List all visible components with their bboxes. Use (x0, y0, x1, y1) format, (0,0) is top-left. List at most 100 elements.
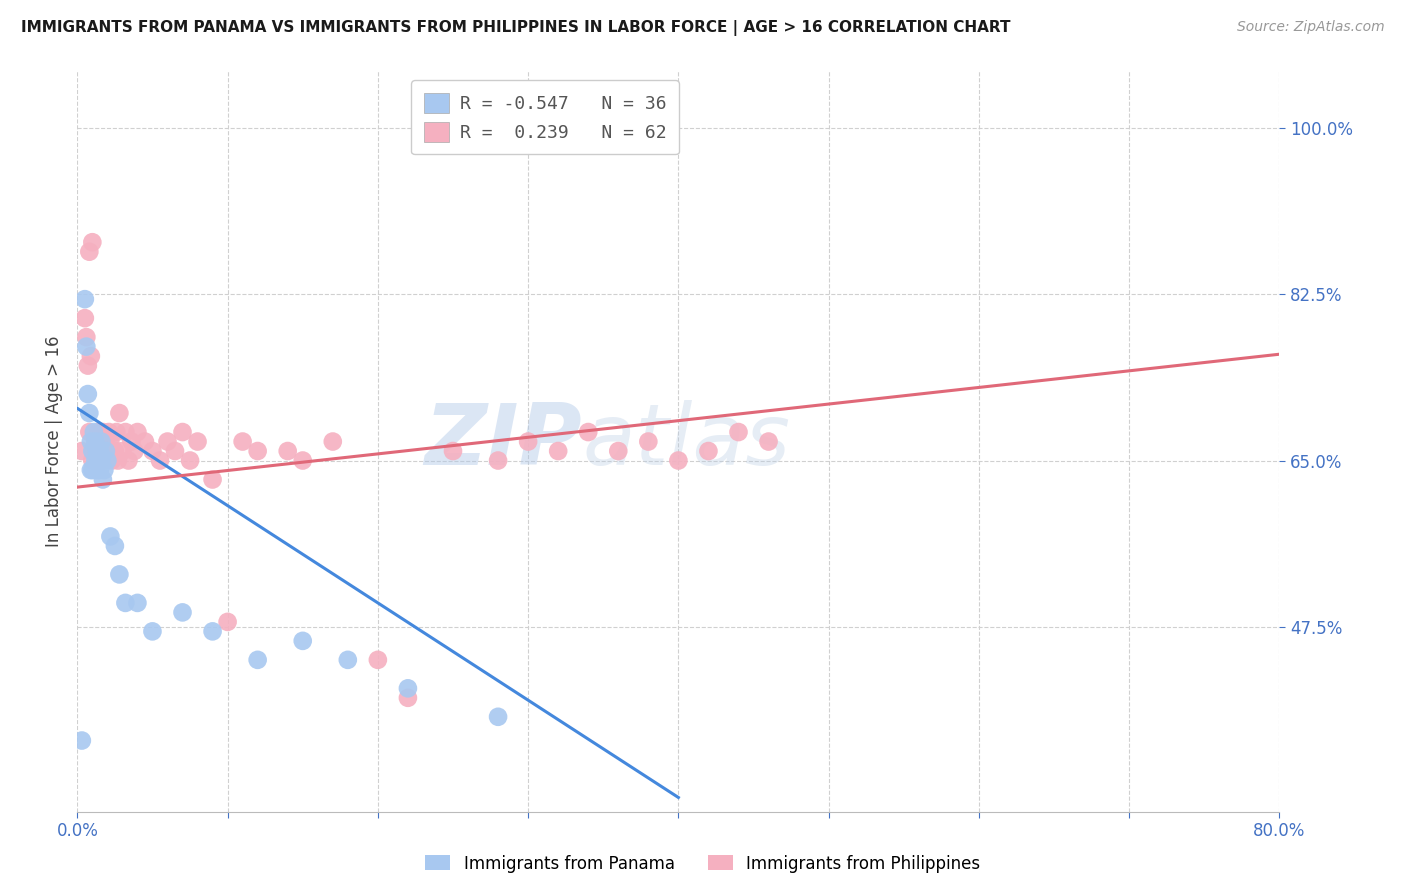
Point (90, 453, 112, 467)
Legend: R = -0.547   N = 36, R =  0.239   N = 62: R = -0.547 N = 36, R = 0.239 N = 62 (411, 80, 679, 154)
Point (93, 463, 115, 477)
Point (367, 653, 389, 667)
Point (149, 453, 172, 467)
Point (84, 434, 107, 449)
Point (76, 359, 98, 373)
Point (156, 434, 179, 449)
Point (141, 624, 163, 639)
Point (80, 434, 103, 449)
Point (396, 681, 419, 696)
Point (75, 330, 97, 344)
Point (114, 596, 136, 610)
Point (70, 444, 93, 458)
Point (107, 453, 129, 467)
Point (232, 434, 254, 449)
Point (87, 453, 110, 467)
Point (758, 434, 780, 449)
Point (104, 539, 127, 553)
Point (82, 453, 104, 467)
Point (96, 444, 118, 458)
Point (104, 444, 127, 458)
Point (277, 444, 299, 458)
Point (100, 529, 122, 543)
Point (217, 615, 239, 629)
Point (82, 444, 104, 458)
Point (91, 473, 114, 487)
Point (172, 425, 194, 439)
Point (90, 434, 112, 449)
Point (201, 624, 224, 639)
Point (108, 567, 131, 582)
Point (727, 425, 749, 439)
Point (73, 311, 96, 326)
Point (697, 444, 720, 458)
Point (179, 453, 201, 467)
Point (70, 733, 93, 747)
Point (547, 444, 569, 458)
Point (87, 444, 110, 458)
Point (141, 444, 163, 458)
Text: IMMIGRANTS FROM PANAMA VS IMMIGRANTS FROM PHILIPPINES IN LABOR FORCE | AGE > 16 : IMMIGRANTS FROM PANAMA VS IMMIGRANTS FRO… (21, 20, 1011, 36)
Point (73, 292, 96, 306)
Point (396, 690, 419, 705)
Point (336, 653, 359, 667)
Point (84, 453, 107, 467)
Point (441, 444, 464, 458)
Point (89, 453, 111, 467)
Point (291, 633, 314, 648)
Point (83, 444, 105, 458)
Point (101, 453, 124, 467)
Point (607, 444, 630, 458)
Point (111, 444, 134, 458)
Point (80, 349, 103, 363)
Point (83, 425, 105, 439)
Point (89, 463, 111, 477)
Point (75, 340, 97, 354)
Point (668, 453, 690, 467)
Point (172, 606, 194, 620)
Point (186, 434, 209, 449)
Point (127, 425, 149, 439)
Point (517, 434, 540, 449)
Text: ZIP: ZIP (425, 400, 582, 483)
Text: atlas: atlas (582, 400, 790, 483)
Point (134, 434, 156, 449)
Point (82, 463, 104, 477)
Point (86, 453, 108, 467)
Point (86, 463, 108, 477)
Point (108, 406, 131, 420)
Point (246, 444, 269, 458)
Point (89, 434, 111, 449)
Point (246, 653, 269, 667)
Point (124, 444, 146, 458)
Text: Source: ZipAtlas.com: Source: ZipAtlas.com (1237, 20, 1385, 34)
Point (576, 425, 599, 439)
Point (94, 434, 117, 449)
Point (127, 596, 149, 610)
Point (163, 444, 186, 458)
Y-axis label: In Labor Force | Age > 16: In Labor Force | Age > 16 (45, 335, 63, 548)
Point (79, 425, 101, 439)
Point (93, 453, 115, 467)
Point (291, 453, 314, 467)
Point (80, 463, 103, 477)
Point (87, 425, 110, 439)
Point (120, 434, 142, 449)
Point (86, 444, 108, 458)
Point (76, 387, 98, 401)
Point (90, 444, 112, 458)
Point (89, 444, 111, 458)
Point (201, 473, 224, 487)
Legend: Immigrants from Panama, Immigrants from Philippines: Immigrants from Panama, Immigrants from … (419, 848, 987, 880)
Point (97, 425, 120, 439)
Point (79, 406, 101, 420)
Point (117, 453, 139, 467)
Point (96, 453, 118, 467)
Point (637, 434, 659, 449)
Point (79, 244, 101, 259)
Point (100, 434, 122, 449)
Point (94, 444, 117, 458)
Point (114, 425, 136, 439)
Point (84, 434, 107, 449)
Point (91, 425, 114, 439)
